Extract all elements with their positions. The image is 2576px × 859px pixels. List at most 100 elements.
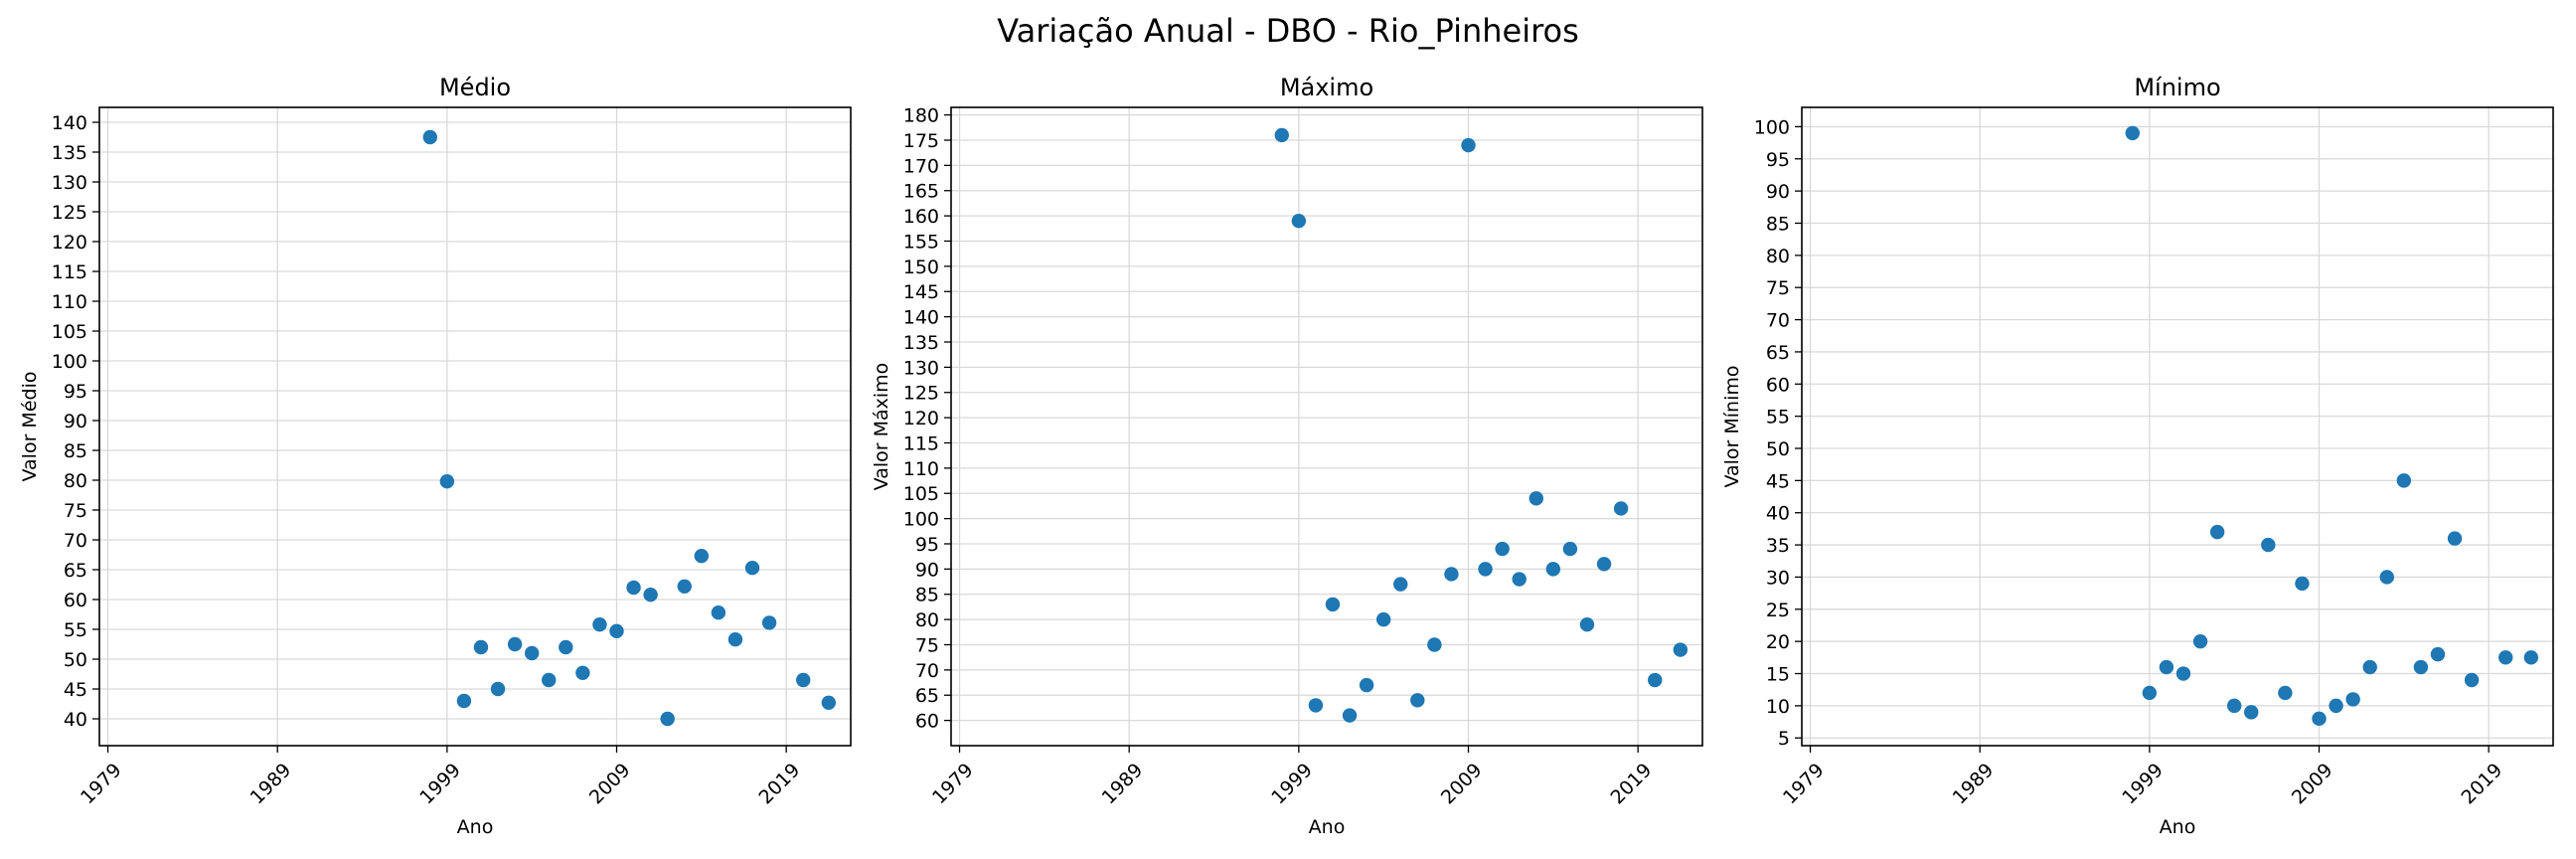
data-point <box>1529 491 1543 506</box>
data-point <box>439 474 455 489</box>
data-point <box>727 632 743 647</box>
y-tick-label: 25 <box>1766 600 1790 621</box>
y-tick-label: 90 <box>64 411 87 432</box>
data-point <box>2413 659 2429 675</box>
y-tick-label: 15 <box>1766 664 1790 686</box>
data-point <box>711 605 726 620</box>
y-tick-label: 165 <box>903 181 939 203</box>
axes-frame <box>950 106 1703 747</box>
data-point <box>2312 711 2327 727</box>
data-point <box>609 623 624 638</box>
data-point <box>507 636 523 652</box>
y-tick-label: 135 <box>52 142 87 164</box>
data-point <box>1673 642 1689 657</box>
chart-title: Máximo <box>1280 74 1373 101</box>
y-axis-label: Valor Médio <box>19 372 41 482</box>
x-tick-label: 1989 <box>246 760 296 809</box>
data-point <box>2379 570 2394 585</box>
y-tick-label: 65 <box>1766 342 1790 364</box>
data-point <box>2175 666 2191 681</box>
data-point <box>1427 637 1442 652</box>
data-point <box>1562 541 1578 557</box>
y-tick-label: 60 <box>64 590 87 611</box>
data-point <box>2209 524 2225 540</box>
y-tick-label: 100 <box>52 351 87 373</box>
y-tick-label: 125 <box>903 383 939 405</box>
x-tick-label: 2019 <box>1607 760 1657 809</box>
data-point <box>1444 567 1459 582</box>
data-point <box>1478 562 1493 577</box>
y-tick-label: 45 <box>64 679 87 701</box>
data-point <box>1393 577 1408 592</box>
y-tick-label: 170 <box>903 155 939 177</box>
y-tick-label: 130 <box>903 357 939 379</box>
data-point <box>2261 537 2276 553</box>
figure-title: Variação Anual - DBO - Rio_Pinheiros <box>997 12 1579 50</box>
data-point <box>1325 597 1341 612</box>
y-tick-label: 80 <box>1766 246 1790 267</box>
y-tick-label: 55 <box>1766 407 1790 429</box>
y-tick-label: 120 <box>903 408 939 430</box>
y-tick-label: 40 <box>1766 503 1790 525</box>
y-tick-label: 95 <box>64 381 87 403</box>
y-tick-label: 140 <box>903 307 939 329</box>
x-tick-label: 1989 <box>1098 760 1148 809</box>
y-tick-label: 50 <box>64 649 87 671</box>
chart-panel-1: 40 45 50 55 60 65 70 75 80 85 90 95 100 105 110 115 120 1… <box>19 74 852 838</box>
data-point <box>1648 672 1663 688</box>
chart-panel-3: 5 10 15 20 25 30 35 40 45 50 55 60 65 70 75 80 85 90 95 100… <box>1721 74 2554 838</box>
data-point <box>626 580 641 596</box>
y-tick-label: 105 <box>903 483 939 505</box>
y-tick-label: 80 <box>64 470 87 492</box>
x-tick-label: 2009 <box>1437 760 1487 809</box>
data-point <box>1291 213 1307 229</box>
axes-frame <box>98 106 852 747</box>
data-point <box>2464 672 2480 688</box>
data-point <box>456 693 472 709</box>
data-point <box>559 639 573 655</box>
data-point <box>2295 576 2310 592</box>
data-point <box>2125 125 2140 141</box>
y-tick-label: 85 <box>64 440 87 462</box>
data-point <box>2498 650 2513 665</box>
y-tick-label: 100 <box>903 509 939 531</box>
y-tick-label: 75 <box>1766 277 1790 299</box>
x-tick-label: 1989 <box>1949 760 1999 809</box>
data-point <box>2244 705 2259 720</box>
y-tick-label: 75 <box>915 634 939 656</box>
y-tick-label: 65 <box>915 685 939 707</box>
data-point <box>473 639 489 655</box>
data-point <box>524 645 540 661</box>
y-tick-label: 75 <box>64 500 87 522</box>
data-point <box>1274 127 1289 143</box>
y-tick-label: 35 <box>1766 535 1790 557</box>
data-point <box>1375 611 1391 627</box>
y-tick-label: 120 <box>52 232 87 254</box>
y-tick-label: 70 <box>64 530 87 552</box>
y-tick-label: 140 <box>52 112 87 134</box>
y-tick-label: 20 <box>1766 631 1790 653</box>
data-point <box>1579 616 1595 632</box>
x-tick-label: 1999 <box>1267 760 1317 809</box>
data-point <box>2362 659 2377 675</box>
data-point <box>1359 677 1374 693</box>
y-tick-label: 80 <box>915 609 939 631</box>
data-point <box>2329 698 2343 714</box>
y-tick-label: 30 <box>1766 567 1790 589</box>
y-tick-label: 85 <box>1766 213 1790 235</box>
y-tick-label: 5 <box>1778 728 1790 750</box>
data-point <box>575 665 590 680</box>
x-tick-label: 1979 <box>1779 760 1829 809</box>
data-point <box>2430 646 2446 662</box>
y-tick-label: 180 <box>903 105 939 127</box>
y-tick-label: 90 <box>915 559 939 581</box>
data-point <box>761 615 777 630</box>
y-tick-label: 160 <box>903 206 939 228</box>
y-tick-label: 110 <box>52 291 87 313</box>
x-axis-label: Ano <box>1309 816 1346 838</box>
data-point <box>821 695 837 710</box>
x-tick-label: 2009 <box>2288 760 2337 809</box>
data-point <box>1308 698 1324 713</box>
data-point <box>490 681 506 697</box>
